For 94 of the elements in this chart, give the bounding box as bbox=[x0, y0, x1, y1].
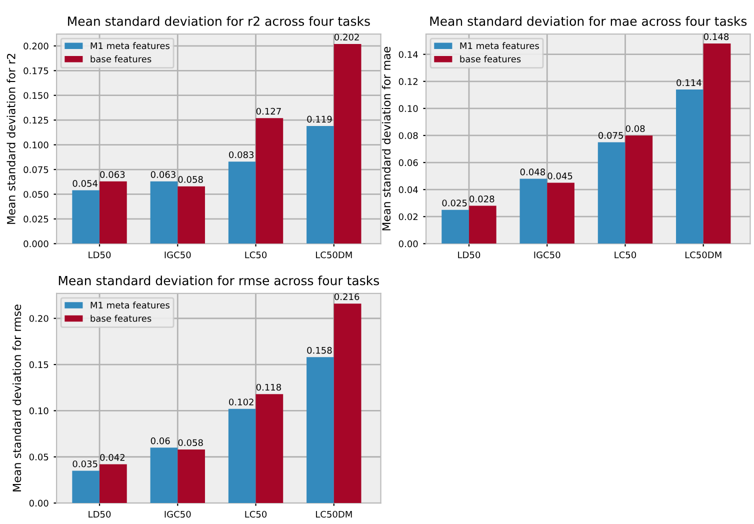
data-label: 0.028 bbox=[470, 196, 494, 202]
data-label: 0.06 bbox=[150, 437, 170, 444]
x-tick-label: IGC50 bbox=[164, 510, 191, 518]
bar bbox=[256, 394, 284, 504]
bar bbox=[676, 90, 704, 244]
y-tick-label: 0.125 bbox=[24, 116, 48, 124]
bar bbox=[100, 464, 127, 504]
y-axis-title: Mean standard deviation for rmse bbox=[12, 304, 22, 492]
x-tick-label: LC50DM bbox=[316, 251, 352, 258]
bar bbox=[228, 162, 256, 244]
bar bbox=[334, 304, 362, 504]
y-tick-label: 0.175 bbox=[24, 67, 48, 74]
x-tick-label: LD50 bbox=[458, 251, 480, 258]
y-tick-label: 0.02 bbox=[398, 213, 418, 220]
data-label: 0.025 bbox=[442, 200, 467, 206]
y-tick-label: 0.05 bbox=[29, 454, 48, 460]
y-tick-label: 0.10 bbox=[29, 407, 48, 414]
data-label: 0.127 bbox=[256, 108, 281, 115]
x-tick-label: LC50 bbox=[245, 510, 267, 518]
data-label: 0.118 bbox=[256, 384, 281, 391]
x-tick-label: IGC50 bbox=[534, 251, 560, 258]
bar bbox=[625, 135, 653, 244]
bar bbox=[598, 142, 626, 244]
bar bbox=[468, 206, 496, 244]
bar bbox=[703, 44, 731, 244]
y-tick-label: 0.06 bbox=[398, 159, 418, 166]
y-tick-label: 0.00 bbox=[398, 240, 418, 248]
data-label: 0.216 bbox=[334, 293, 360, 300]
y-tick-label: 0.000 bbox=[24, 240, 48, 248]
y-tick-label: 0.10 bbox=[398, 105, 418, 112]
x-tick-label: LD50 bbox=[88, 251, 111, 258]
bar bbox=[306, 126, 334, 244]
y-tick-label: 0.00 bbox=[29, 500, 48, 507]
chart-title: Mean standard deviation for rmse across four tasks bbox=[58, 276, 380, 286]
bar bbox=[178, 186, 205, 244]
bar bbox=[547, 182, 574, 244]
bar bbox=[72, 470, 100, 504]
y-tick-label: 0.150 bbox=[24, 92, 48, 99]
chart-title: Mean standard deviation for mae across four tasks bbox=[430, 16, 747, 26]
y-tick-label: 0.14 bbox=[398, 51, 418, 58]
y-tick-label: 0.04 bbox=[398, 186, 418, 194]
data-label: 0.054 bbox=[72, 180, 98, 187]
data-label: 0.058 bbox=[178, 439, 203, 446]
data-label: 0.202 bbox=[334, 34, 359, 41]
bar bbox=[72, 190, 100, 244]
bar bbox=[178, 449, 205, 504]
legend-label: base features bbox=[90, 314, 152, 322]
data-label: 0.045 bbox=[548, 172, 572, 180]
bar bbox=[520, 178, 548, 244]
x-tick-label: LD50 bbox=[88, 510, 111, 518]
data-label: 0.119 bbox=[307, 116, 332, 123]
y-axis-title: Mean standard deviation for mae bbox=[382, 46, 391, 230]
data-label: 0.063 bbox=[100, 171, 125, 178]
bar bbox=[442, 210, 469, 244]
data-label: 0.063 bbox=[150, 171, 176, 178]
bar bbox=[256, 118, 284, 244]
data-label: 0.148 bbox=[704, 33, 729, 40]
data-label: 0.114 bbox=[676, 79, 702, 86]
bar bbox=[150, 448, 178, 504]
legend-label: M1 meta features bbox=[90, 302, 170, 309]
data-label: 0.075 bbox=[598, 132, 623, 139]
legend-label: M1 meta features bbox=[460, 42, 539, 50]
x-tick-label: LC50DM bbox=[685, 251, 722, 258]
bar bbox=[334, 44, 362, 244]
data-label: 0.058 bbox=[178, 176, 203, 183]
data-label: 0.08 bbox=[626, 125, 645, 132]
y-tick-label: 0.025 bbox=[24, 216, 48, 222]
legend-label: base features bbox=[90, 55, 152, 62]
x-tick-label: LC50 bbox=[614, 251, 636, 258]
y-tick-label: 0.12 bbox=[398, 78, 418, 85]
y-tick-label: 0.20 bbox=[29, 315, 48, 322]
legend-label: M1 meta features bbox=[90, 42, 170, 50]
y-tick-label: 0.075 bbox=[24, 166, 48, 174]
y-tick-label: 0.15 bbox=[29, 361, 48, 368]
x-tick-label: LC50DM bbox=[316, 510, 352, 518]
x-tick-label: IGC50 bbox=[164, 251, 191, 258]
y-tick-label: 0.08 bbox=[398, 132, 418, 140]
data-label: 0.102 bbox=[229, 398, 254, 406]
data-label: 0.042 bbox=[100, 454, 124, 461]
bar bbox=[100, 181, 127, 244]
data-label: 0.048 bbox=[520, 168, 545, 176]
x-tick-label: LC50 bbox=[245, 251, 267, 258]
legend-label: base features bbox=[460, 55, 521, 62]
y-tick-label: 0.200 bbox=[24, 42, 48, 50]
bar bbox=[150, 181, 178, 244]
y-tick-label: 0.100 bbox=[24, 142, 48, 148]
bar bbox=[306, 357, 334, 504]
y-axis-title: Mean standard deviation for r2 bbox=[6, 54, 16, 224]
data-label: 0.158 bbox=[307, 346, 332, 354]
bar bbox=[228, 408, 256, 504]
y-tick-label: 0.050 bbox=[24, 190, 48, 198]
chart-title: Mean standard deviation for r2 across four tasks bbox=[68, 16, 370, 26]
data-label: 0.035 bbox=[72, 460, 98, 468]
data-label: 0.083 bbox=[229, 151, 254, 158]
